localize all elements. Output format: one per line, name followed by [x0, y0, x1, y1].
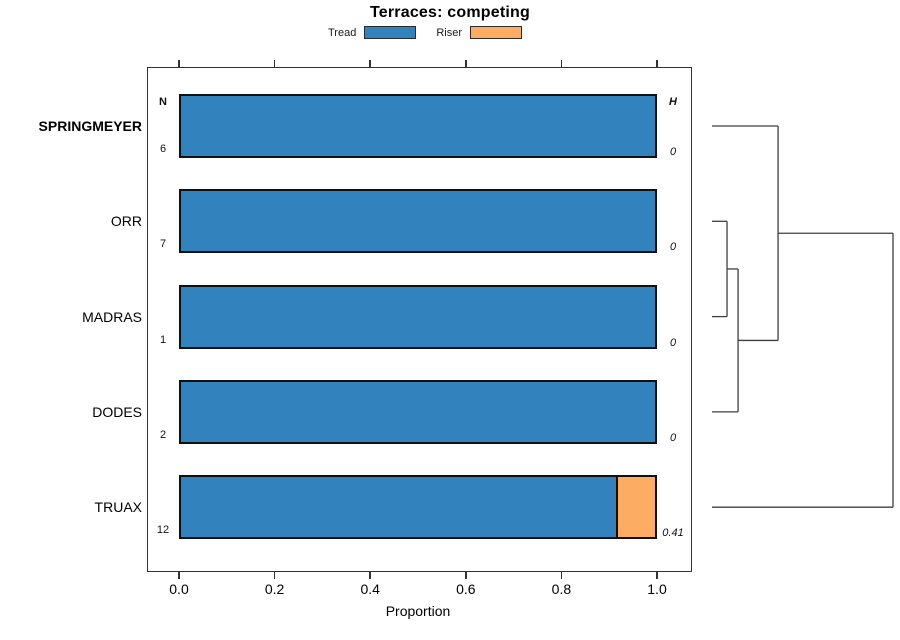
n-value-madras: 1 — [159, 333, 167, 346]
x-axis-tick-bottom — [560, 572, 563, 579]
bar-dodes — [179, 379, 657, 444]
row-label-madras: MADRAS — [82, 308, 142, 325]
legend-swatch-riser — [470, 26, 522, 39]
row-label-dodes: DODES — [92, 403, 142, 420]
x-axis-tick-bottom — [369, 572, 371, 579]
n-column-header: N — [159, 96, 167, 108]
x-axis-tick-label: 0.0 — [169, 581, 189, 597]
legend-label-riser: Riser — [436, 26, 462, 39]
legend-item-tread: Tread — [328, 26, 417, 39]
n-value-dodes: 2 — [159, 428, 167, 441]
n-value-truax: 12 — [156, 524, 170, 537]
bar-segment-tread-dodes — [181, 381, 655, 442]
x-axis-tick-bottom — [178, 572, 180, 579]
x-axis-tick-top — [369, 60, 371, 67]
x-axis-tick-top — [273, 60, 276, 67]
x-axis-tick-bottom — [465, 572, 467, 579]
x-axis-tick-top — [178, 60, 180, 67]
x-axis-tick-bottom — [273, 572, 276, 579]
bar-orr — [179, 189, 657, 254]
x-axis-tick-top — [465, 60, 467, 67]
n-value-orr: 7 — [159, 238, 167, 251]
bar-madras — [179, 284, 657, 349]
row-label-truax: TRUAX — [94, 499, 142, 516]
h-value-madras: 0 — [669, 336, 677, 349]
x-axis-tick-label: 0.2 — [264, 581, 285, 597]
legend-label-tread: Tread — [328, 26, 357, 39]
x-axis-tick-top — [560, 60, 563, 67]
x-axis-tick-label: 0.4 — [360, 581, 380, 597]
x-axis-tick-bottom — [656, 572, 658, 579]
x-axis-tick-top — [656, 60, 658, 67]
x-axis-tick-label: 0.8 — [551, 581, 572, 597]
bar-segment-tread-madras — [181, 286, 655, 347]
bar-segment-tread-orr — [181, 191, 655, 252]
h-value-orr: 0 — [669, 241, 677, 254]
legend-swatch-tread — [364, 26, 417, 39]
bar-segment-tread-springmeyer — [181, 96, 655, 156]
x-axis-title: Proportion — [385, 603, 451, 619]
h-value-dodes: 0 — [669, 431, 677, 444]
h-value-springmeyer: 0 — [669, 146, 677, 158]
legend-item-riser: Riser — [436, 26, 522, 39]
row-label-orr: ORR — [110, 213, 142, 230]
h-column-header: H — [669, 96, 677, 108]
x-axis-tick-label: 1.0 — [647, 581, 667, 597]
h-value-truax: 0.41 — [662, 527, 684, 540]
chart-title: Terraces: competing — [370, 4, 530, 21]
bar-segment-tread-truax — [181, 477, 616, 538]
bar-truax — [179, 475, 657, 540]
bar-segment-riser-truax — [615, 477, 655, 538]
bar-springmeyer — [179, 94, 657, 158]
x-axis-tick-label: 0.6 — [456, 581, 476, 597]
n-value-springmeyer: 6 — [159, 143, 167, 155]
row-label-springmeyer: SPRINGMEYER — [38, 118, 142, 134]
legend: Tread Riser — [328, 26, 522, 39]
